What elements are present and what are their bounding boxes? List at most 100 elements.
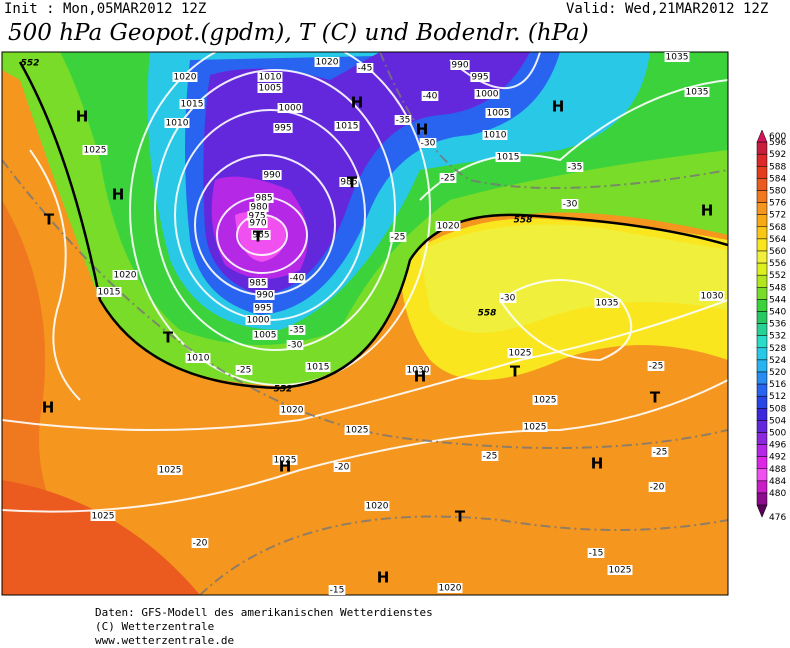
colorbar-label: 492 xyxy=(769,453,786,463)
colorbar-label: 500 xyxy=(769,429,786,439)
isobar-label-box xyxy=(482,130,508,140)
isobar-label-box xyxy=(273,123,293,133)
isobar-label-box xyxy=(248,278,268,288)
isobar-label-box xyxy=(90,511,116,521)
isobar-label-box xyxy=(253,303,273,313)
isobar-label-box xyxy=(157,465,183,475)
isobar-label-box xyxy=(248,218,268,228)
colorbar-label: 548 xyxy=(769,283,786,293)
isobar-label: 1025 xyxy=(84,146,107,156)
colorbar-label: 552 xyxy=(769,271,786,281)
isobar-label: 985 xyxy=(249,279,266,289)
isotherm-label: -30 xyxy=(563,200,578,210)
isobar-label: 1025 xyxy=(609,566,632,576)
pressure-center: H xyxy=(76,108,89,126)
colorbar-label: 556 xyxy=(769,259,786,269)
isobar-label-box xyxy=(495,152,521,162)
pressure-center: T xyxy=(347,174,358,192)
colorbar-swatch xyxy=(756,480,768,494)
isotherm-label: -35 xyxy=(396,116,411,126)
isobar-label-box xyxy=(334,121,360,131)
isotherm-label-box xyxy=(587,548,605,558)
isobar-label-box xyxy=(522,422,548,432)
colorbar-label: 536 xyxy=(769,320,786,330)
colorbar-swatch xyxy=(756,129,768,143)
colorbar-swatch xyxy=(756,444,768,457)
colorbar-swatch xyxy=(756,504,768,518)
isotherm-label-box xyxy=(421,91,439,101)
isotherm-label-box xyxy=(288,325,306,335)
isobar-label: 980 xyxy=(250,203,267,213)
colorbar-label: 524 xyxy=(769,356,786,366)
map-title: 500 hPa Geopot.(gpdm), T (C) und Bodendr… xyxy=(8,20,589,46)
isobar-label: 1025 xyxy=(509,349,532,359)
isobar-label-box xyxy=(252,330,278,340)
isobar-label: 1020 xyxy=(439,584,462,594)
isobar-label: 990 xyxy=(451,61,468,71)
colorbar-label: 592 xyxy=(769,150,786,160)
isobar-label: 985 xyxy=(340,178,357,188)
footer-line: www.wetterzentrale.de xyxy=(95,634,234,647)
colorbar-label: 484 xyxy=(769,477,786,487)
isobar-label: 1015 xyxy=(336,122,359,132)
colorbar-label: 596 xyxy=(769,138,786,148)
pressure-center: H xyxy=(112,186,125,204)
colorbar-swatch xyxy=(756,468,768,482)
isobar-label-box xyxy=(532,395,558,405)
isobar-label-box xyxy=(247,211,267,221)
isobar-label: 1020 xyxy=(174,73,197,83)
colorbar-label: 488 xyxy=(769,465,786,475)
pressure-center: T xyxy=(253,228,264,246)
isotherm-label-box xyxy=(356,63,374,73)
isobar-label: 975 xyxy=(248,212,265,222)
isobar-label: 1010 xyxy=(484,131,507,141)
colorbar-swatch xyxy=(756,432,768,445)
isobar-label-box xyxy=(305,362,331,372)
isobar-label: 995 xyxy=(274,124,291,134)
colorbar-label: 568 xyxy=(769,223,786,233)
isobar-label-box xyxy=(272,455,298,465)
colorbar-swatch xyxy=(756,274,768,288)
colorbar-swatch xyxy=(756,178,768,191)
isotherm-label-box xyxy=(191,538,209,548)
isotherm-label-box xyxy=(561,199,579,209)
isobar-label-box xyxy=(262,170,282,180)
map-frame xyxy=(1,51,729,596)
pressure-center: H xyxy=(351,94,364,112)
isobar-label: 1005 xyxy=(259,84,282,94)
isobar-label: 1035 xyxy=(596,299,619,309)
isobar-label: 990 xyxy=(256,291,273,301)
pressure-center: T xyxy=(510,363,521,381)
colorbar-label: 544 xyxy=(769,295,786,305)
colorbar-swatch xyxy=(756,166,768,179)
isobar-label-box xyxy=(96,287,122,297)
isotherm-label-box xyxy=(647,361,665,371)
colorbar-label: 520 xyxy=(769,368,786,378)
colorbar-swatch xyxy=(756,323,768,336)
colorbar-swatch xyxy=(756,238,768,252)
colorbar-label: 496 xyxy=(769,441,786,451)
isobar-label-box xyxy=(594,298,620,308)
isobar-label: 1025 xyxy=(534,396,557,406)
colorbar-label: 560 xyxy=(769,247,786,257)
isotherm-label: -25 xyxy=(649,362,664,372)
isotherm-label: -25 xyxy=(483,452,498,462)
isobar-label: 1025 xyxy=(524,423,547,433)
colorbar-label: 588 xyxy=(769,162,786,172)
isotherm-label-box xyxy=(288,273,306,283)
colorbar-label: 580 xyxy=(769,187,786,197)
isobar-label-box xyxy=(179,99,205,109)
colorbar-swatch xyxy=(756,190,768,203)
isobar-label-box xyxy=(279,405,305,415)
isobar-label-box xyxy=(474,89,500,99)
isobar-label-box xyxy=(405,365,431,375)
isobar-label-box xyxy=(249,202,269,212)
colorbar-swatch xyxy=(756,311,768,324)
isobar-label: 1005 xyxy=(487,109,510,119)
isotherm-label-box xyxy=(419,138,437,148)
isotherm-label-box xyxy=(286,340,304,350)
isotherm-label: -20 xyxy=(335,463,350,473)
isotherm-label: -35 xyxy=(290,326,305,336)
geopotential-label: 558 xyxy=(514,216,533,226)
colorbar-swatch xyxy=(756,299,768,312)
